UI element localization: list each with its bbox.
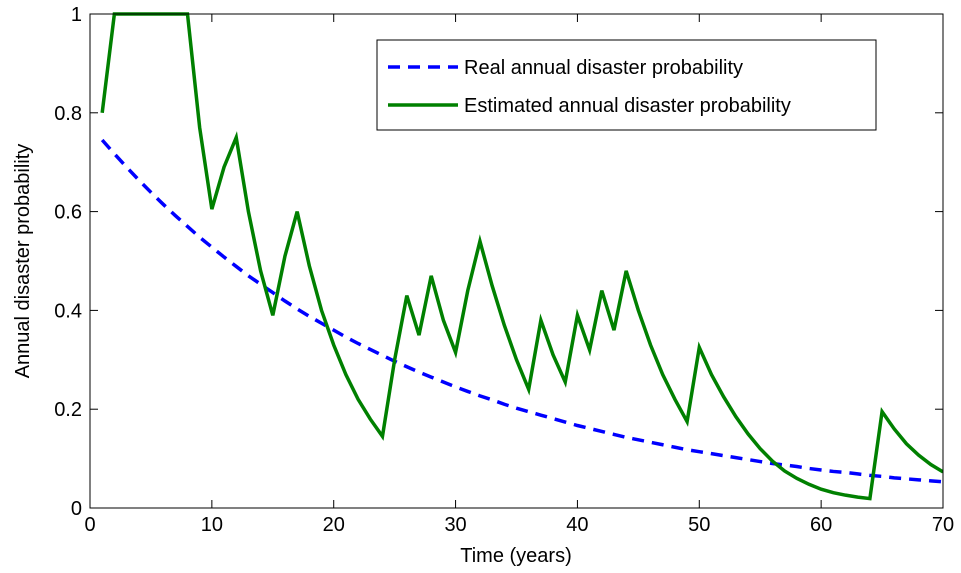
y-tick-label: 0 xyxy=(71,498,82,520)
legend: Real annual disaster probability Estimat… xyxy=(376,39,877,131)
legend-label-real: Real annual disaster probability xyxy=(464,57,743,79)
series-line-estimated xyxy=(100,12,943,501)
x-tick-label: 40 xyxy=(566,514,588,536)
x-tick-label: 70 xyxy=(932,514,954,536)
y-tick-label: 1 xyxy=(71,4,82,26)
y-axis-label: Annual disaster probability xyxy=(12,144,34,379)
ticks-layer: 0 10 20 30 40 50 60 70 0 0.2 0.4 0.6 0.8 1 xyxy=(54,4,954,536)
plot-frame xyxy=(89,13,944,509)
y-tick-label: 0.2 xyxy=(54,399,82,421)
series-line-real xyxy=(100,138,943,484)
y-tick-label: 0.8 xyxy=(54,103,82,125)
y-tick-label: 0.6 xyxy=(54,202,82,224)
series-layer xyxy=(100,12,943,501)
legend-label-estimated: Estimated annual disaster probability xyxy=(464,95,791,117)
y-tick-label: 0.4 xyxy=(54,300,82,322)
x-tick-label: 0 xyxy=(84,514,95,536)
x-tick-label: 20 xyxy=(323,514,345,536)
x-axis-label: Time (years) xyxy=(460,545,571,567)
x-tick-label: 10 xyxy=(201,514,223,536)
x-tick-label: 60 xyxy=(810,514,832,536)
legend-box xyxy=(376,39,877,131)
x-tick-label: 50 xyxy=(688,514,710,536)
x-tick-label: 30 xyxy=(444,514,466,536)
